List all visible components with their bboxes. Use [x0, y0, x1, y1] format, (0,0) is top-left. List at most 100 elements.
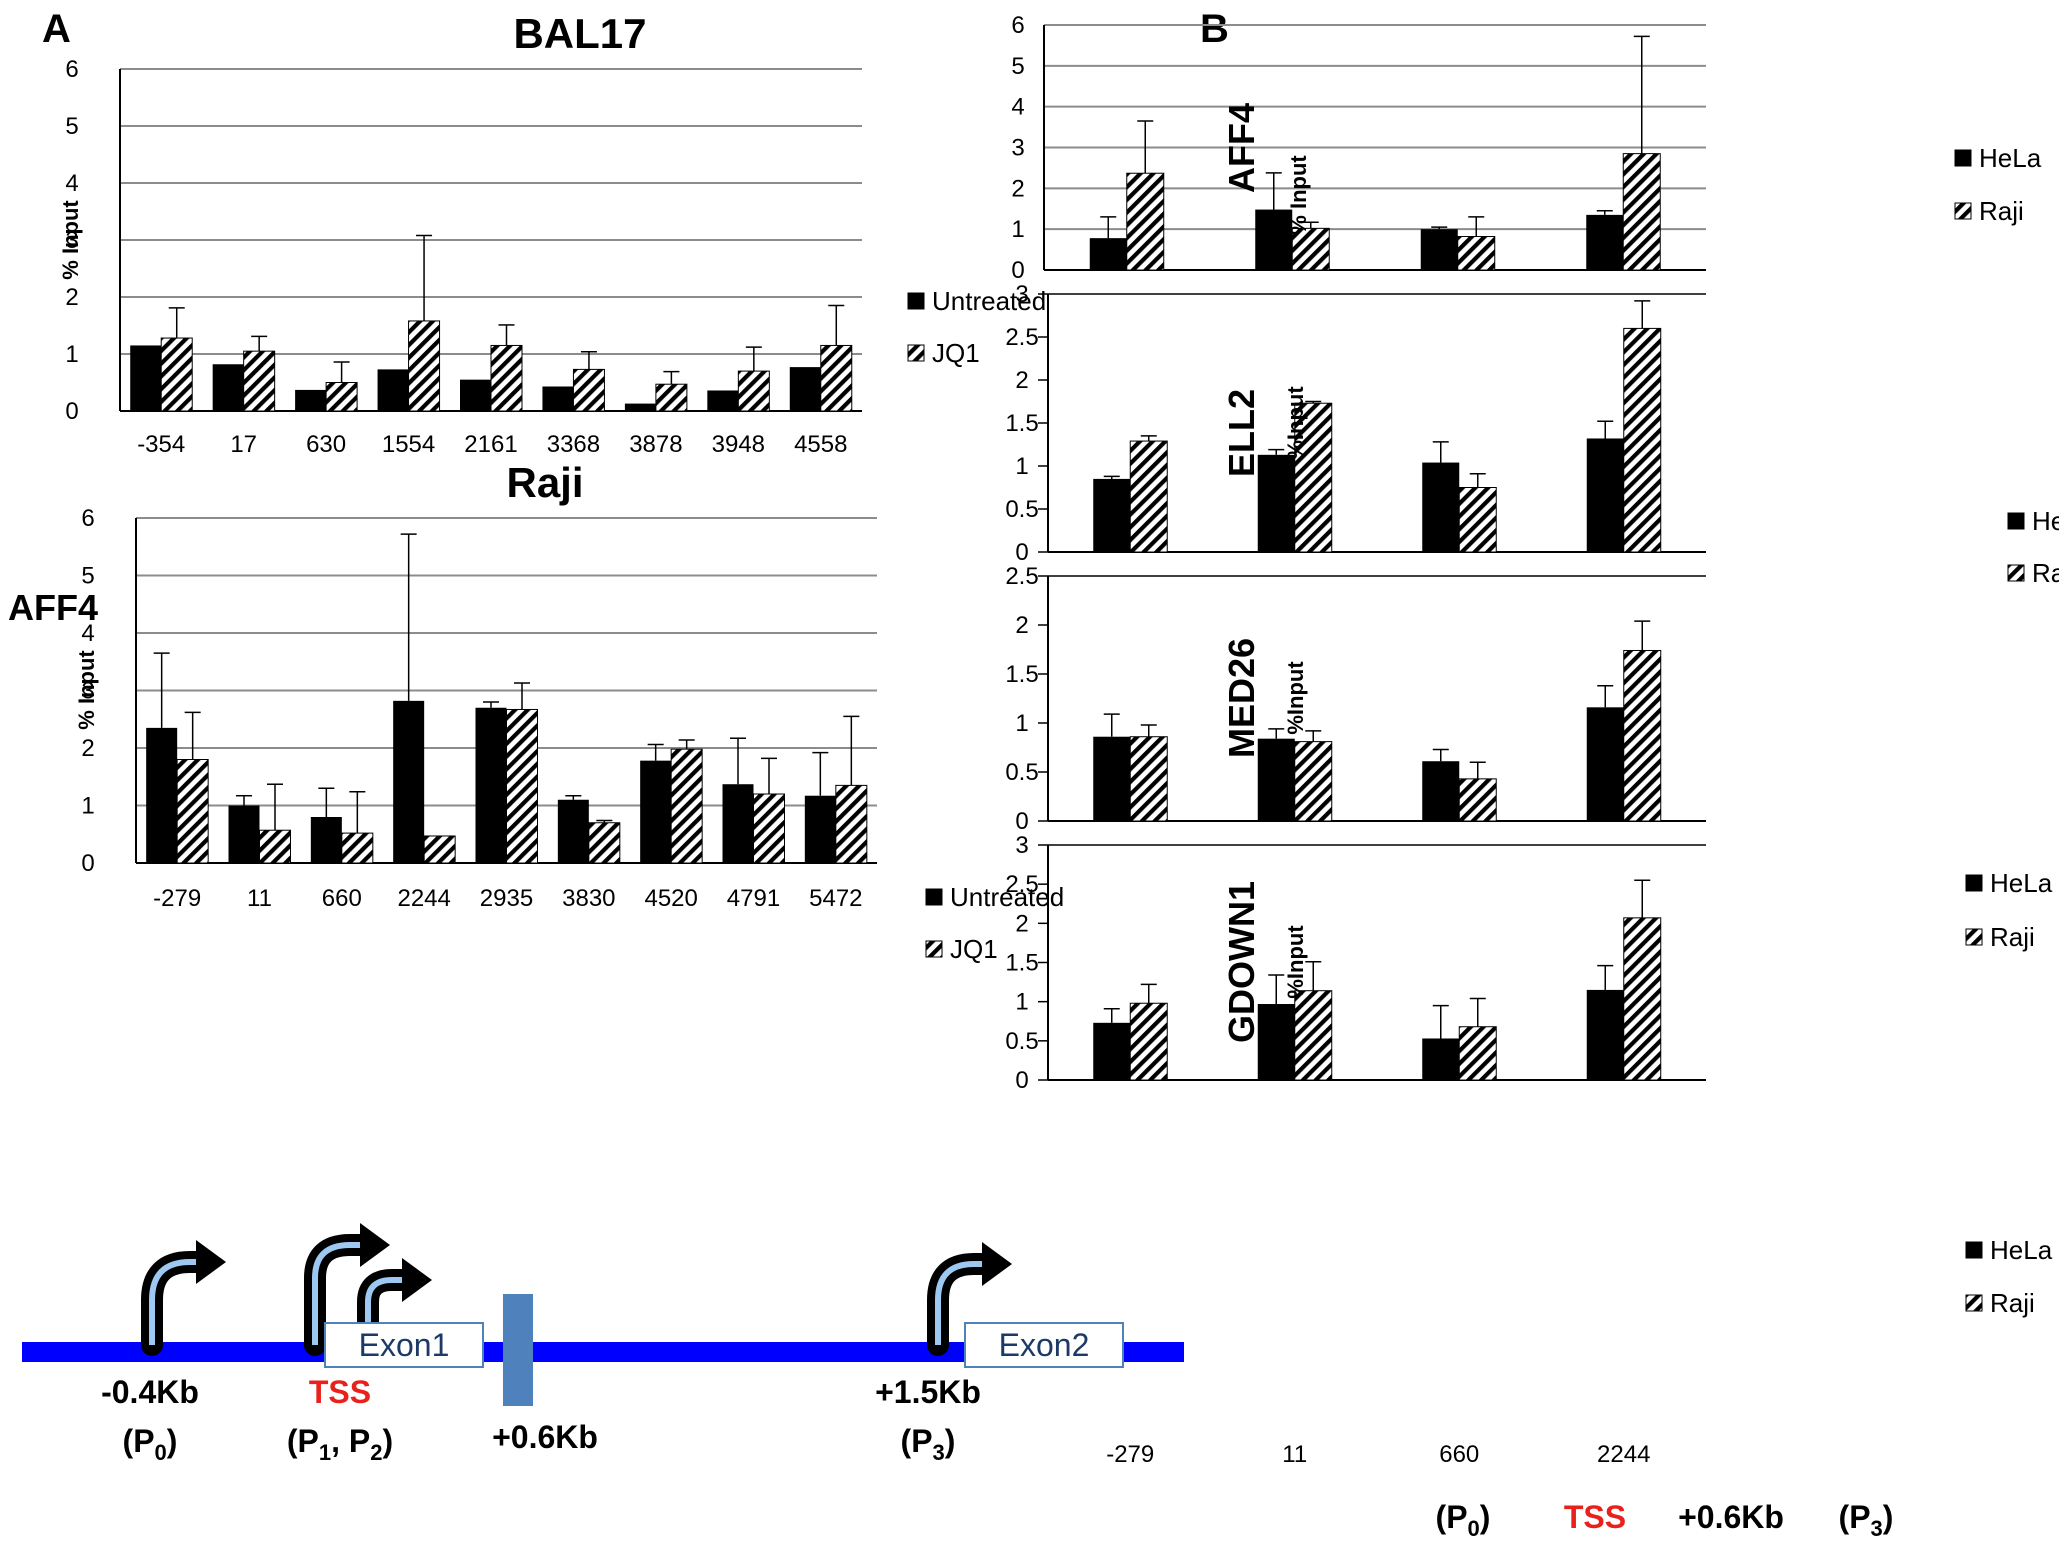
bar-raji — [1458, 487, 1497, 553]
legend-label: Raji — [1990, 1288, 2035, 1318]
legend-label: Raji — [1979, 196, 2024, 226]
bar-jq1 — [737, 370, 770, 412]
x-tick-label: 4558 — [794, 431, 847, 458]
y-tick-label: 0 — [1015, 808, 1028, 835]
region-block — [503, 1294, 533, 1406]
site-tss-promoters: (P1, P2) — [287, 1423, 393, 1465]
x-tick-label: 11 — [1282, 1441, 1307, 1468]
panel-a-letter: A — [42, 7, 71, 51]
bar-jq1 — [670, 748, 703, 864]
panel-b-letter: B — [1200, 7, 1229, 51]
row-label: ELL2 — [1221, 389, 1262, 477]
ell2-panel-b-chart: 0 0.5 1 1.5 2 2.5 3 ELL2 %Input HeLa Raji — [1005, 281, 2059, 588]
bar-untreated — [722, 784, 754, 863]
bar-jq1 — [655, 383, 688, 412]
footer-p0: (P0) — [1436, 1499, 1491, 1541]
y-tick-label: 0 — [1015, 539, 1028, 566]
y-tick-label: 1 — [1015, 989, 1028, 1016]
legend-swatch — [907, 344, 925, 362]
bar-untreated — [228, 805, 260, 863]
y-tick-label: 0 — [1011, 257, 1024, 284]
y-tick-label: 0.5 — [1005, 496, 1038, 523]
bar-jq1 — [408, 320, 441, 412]
x-tick-label: 660 — [322, 885, 362, 912]
x-tick-label: -279 — [153, 885, 201, 912]
site-p0-distance: -0.4Kb — [101, 1374, 199, 1410]
y-axis-label: %Input — [1283, 925, 1308, 999]
x-tick-label: 3830 — [562, 885, 615, 912]
bar-raji — [1622, 153, 1661, 271]
y-axis-label: %Input — [1283, 661, 1308, 735]
y-tick-label: 0 — [81, 850, 94, 877]
bar-hela — [1586, 438, 1624, 552]
y-tick-label: 5 — [65, 113, 78, 140]
bar-jq1 — [243, 350, 276, 412]
promoter-arrow-icon — [304, 1223, 390, 1356]
bar-raji — [1294, 741, 1333, 822]
y-tick-label: 6 — [1011, 12, 1024, 39]
bar-jq1 — [176, 759, 209, 864]
row-label: GDOWN1 — [1221, 881, 1262, 1043]
site-p3-distance: +1.5Kb — [875, 1374, 981, 1410]
y-tick-label: 1 — [1015, 453, 1028, 480]
bar-hela — [1420, 229, 1458, 270]
exon1-label: Exon1 — [359, 1327, 450, 1363]
bar-untreated — [475, 707, 507, 863]
legend-label: Untreated — [932, 286, 1046, 316]
bar-hela — [1422, 462, 1460, 552]
exon2-box — [964, 1322, 1124, 1368]
legend-label: HeLa — [2032, 506, 2059, 536]
legend-label: HeLa — [1990, 1235, 2053, 1265]
legend-label: Raji — [2032, 558, 2059, 588]
legend-swatch — [2007, 512, 2025, 530]
legend-label: HeLa — [1990, 868, 2053, 898]
bar-hela — [1257, 738, 1295, 821]
legend-label: JQ1 — [950, 934, 998, 964]
bar-untreated — [295, 389, 327, 411]
legend-label: JQ1 — [932, 338, 980, 368]
y-tick-label: 0 — [65, 398, 78, 425]
chart-title: Raji — [506, 459, 583, 506]
x-tick-label: 5472 — [809, 885, 862, 912]
bar-jq1 — [341, 832, 374, 864]
y-axis-label: % Input — [74, 650, 99, 730]
bar-hela — [1093, 736, 1131, 821]
raji-chart: 0 1 2 3 4 5 6 -279 11 660 2244 2935 3830 4520 4791 5472… — [74, 459, 1064, 964]
exon1-box — [324, 1322, 484, 1368]
y-tick-label: 3 — [1015, 281, 1028, 308]
x-tick-label: 3878 — [629, 431, 682, 458]
y-tick-label: 2.5 — [1005, 324, 1038, 351]
x-tick-label: 17 — [230, 431, 257, 458]
y-tick-label: 2 — [1011, 175, 1024, 202]
aff4-panel-b-chart: 0 1 2 3 4 5 6 AFF4 % Input HeLa Raji — [1011, 12, 2041, 284]
bar-untreated — [377, 369, 409, 411]
bar-raji — [1458, 1026, 1497, 1081]
bar-raji — [1126, 172, 1165, 271]
bar-jq1 — [490, 344, 523, 412]
x-tick-label: -354 — [137, 431, 185, 458]
bar-untreated — [804, 795, 836, 863]
bar-hela — [1422, 761, 1460, 821]
site-p0-promoter: (P0) — [123, 1423, 178, 1465]
x-tick-label: 4520 — [644, 885, 697, 912]
gdown1-panel-b-chart: 0 0.5 1 1.5 2 2.5 3 -279 11 660 2244 GDOWN1 %Input He… — [1005, 832, 2052, 1468]
y-tick-label: 1 — [81, 793, 94, 820]
bar-jq1 — [423, 835, 456, 864]
bar-jq1 — [820, 344, 853, 412]
y-tick-label: 4 — [1011, 94, 1024, 121]
bar-raji — [1129, 1002, 1168, 1081]
site-tss-label: TSS — [309, 1374, 371, 1410]
y-tick-label: 2 — [1015, 612, 1028, 639]
bar-hela — [1257, 1004, 1295, 1080]
promoter-arrow-icon — [141, 1240, 226, 1356]
x-tick-label: 660 — [1439, 1441, 1479, 1468]
bar-untreated — [707, 390, 739, 411]
bar-raji — [1623, 327, 1662, 553]
row-label: MED26 — [1221, 638, 1262, 758]
bar-hela — [1422, 1038, 1460, 1080]
y-tick-label: 3 — [1015, 832, 1028, 859]
med26-panel-b-chart: 0 0.5 1 1.5 2 2.5 MED26 %Input HeLa Raji — [1005, 563, 2052, 952]
x-tick-label: 11 — [247, 885, 272, 912]
promoter-arrow-icon — [927, 1242, 1012, 1356]
